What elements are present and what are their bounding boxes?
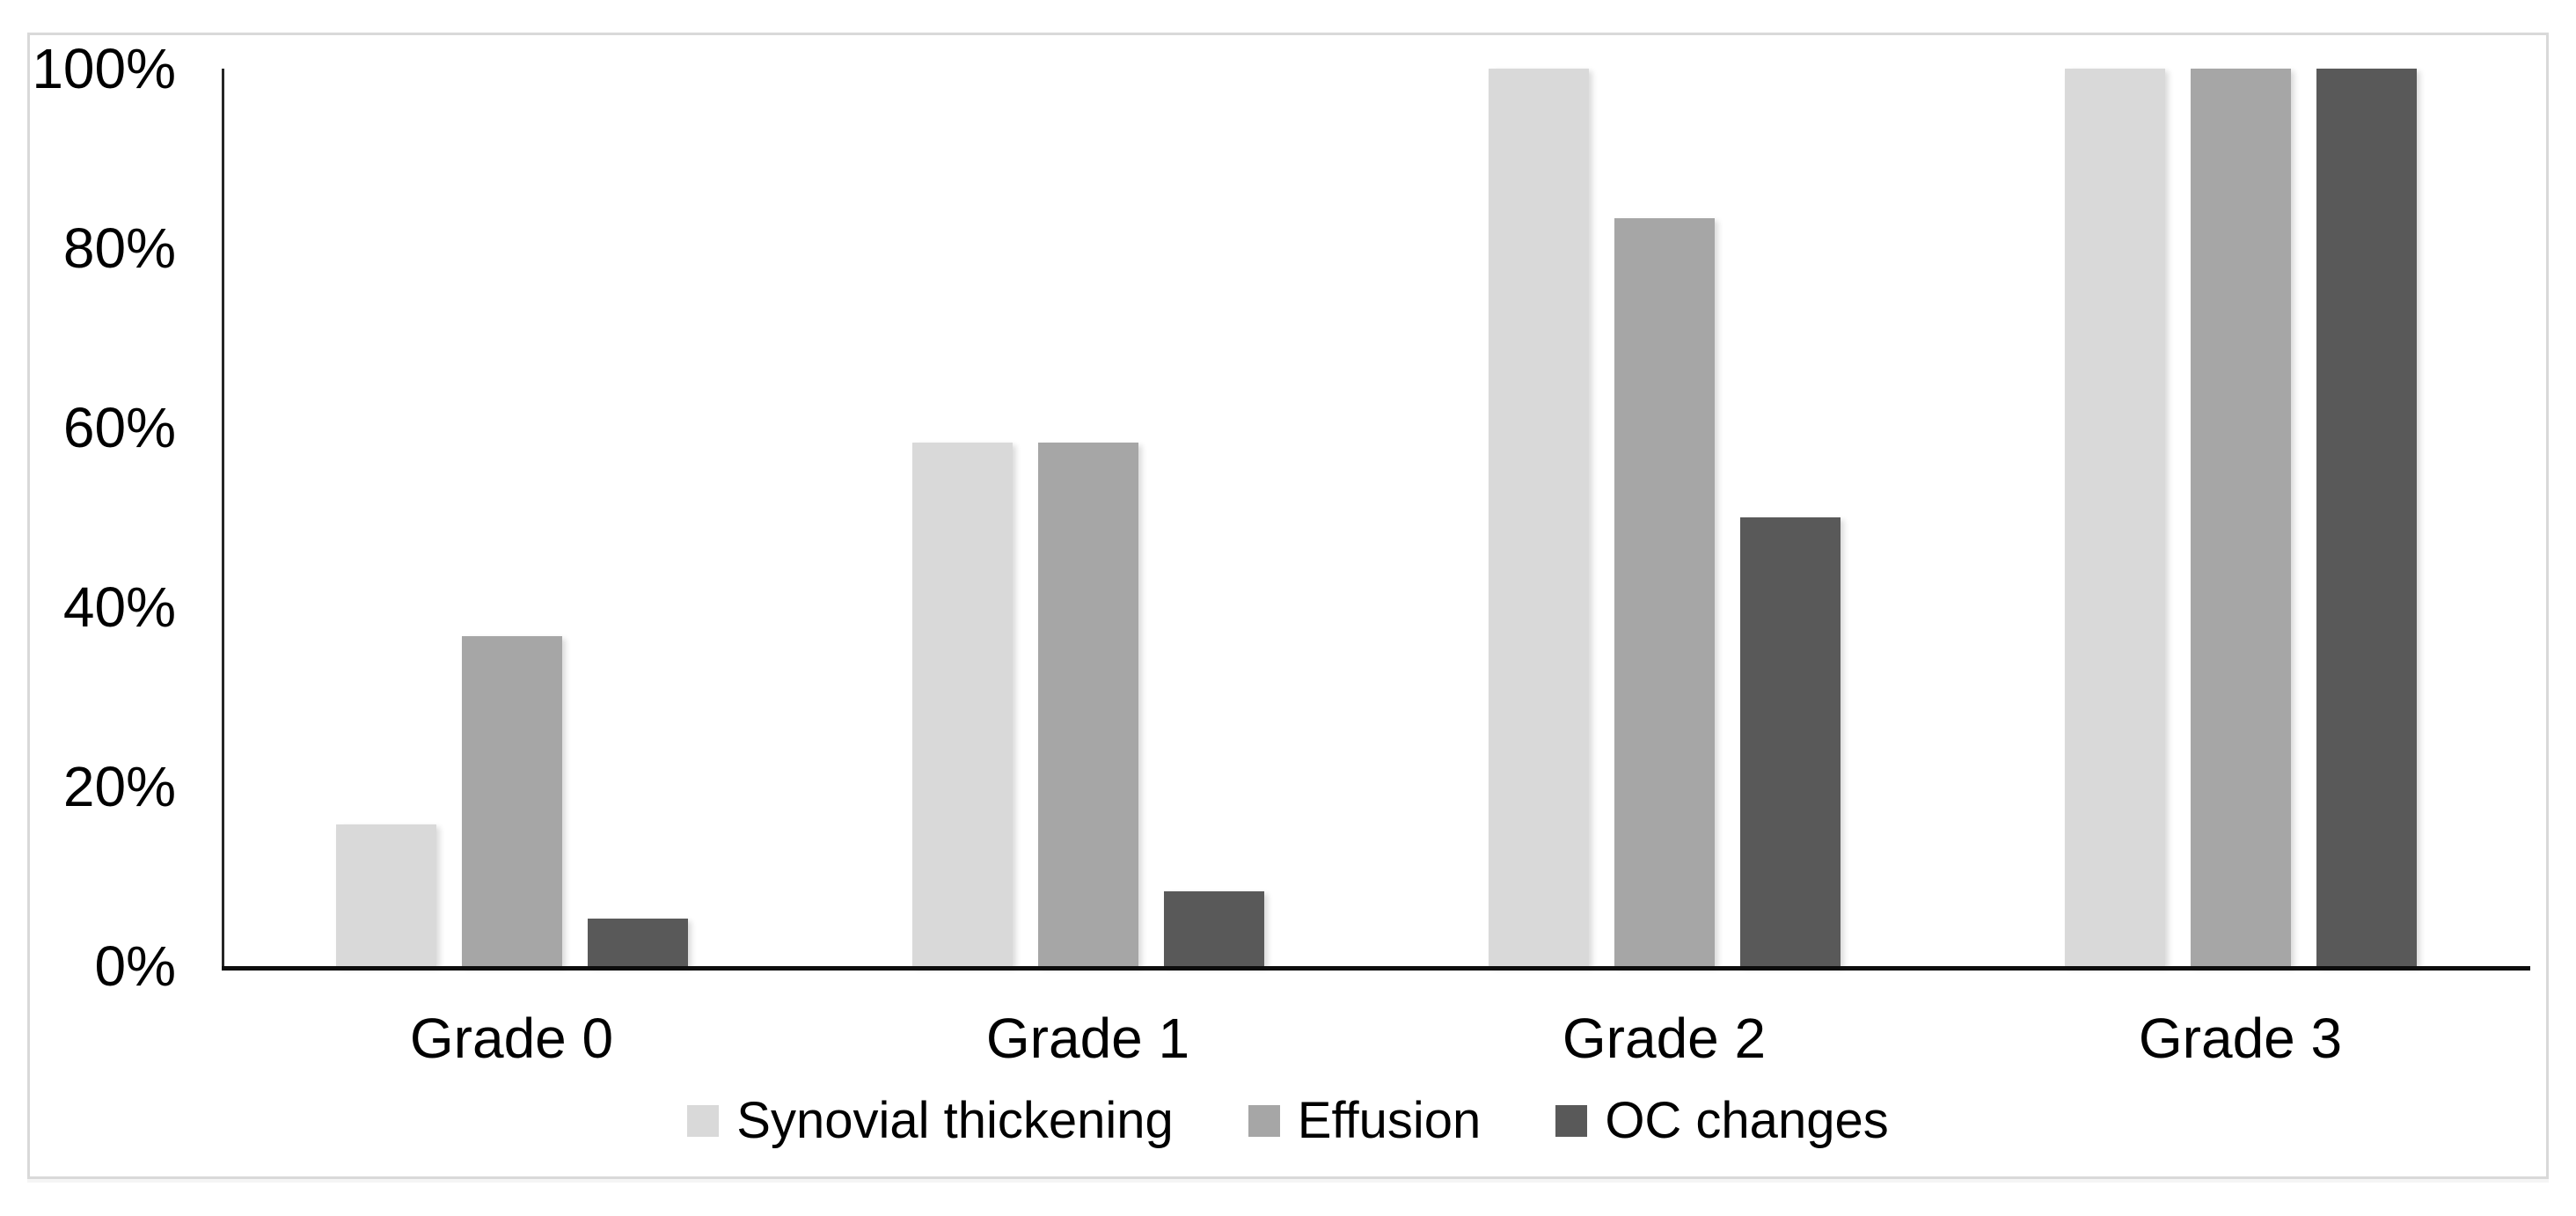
- chart-frame: 0% 20% 40% 60% 80% 100% Grade 0 Grade 1 Grade 2…: [27, 33, 2549, 1179]
- legend-swatch-synovial-thickening: [687, 1105, 720, 1137]
- y-tick-label-20: 20%: [62, 755, 176, 818]
- legend-swatch-oc-changes: [1555, 1105, 1588, 1137]
- y-tick-label-100: 100%: [32, 37, 176, 100]
- bar-group-grade-3: [1952, 69, 2528, 966]
- x-axis-line: [222, 966, 2530, 971]
- bar-effusion-grade-2: [1614, 218, 1715, 966]
- x-category-label-grade-0: Grade 0: [409, 1007, 614, 1070]
- y-tick-label-40: 40%: [62, 575, 176, 639]
- bar-oc-changes-grade-0: [587, 918, 688, 966]
- bar-oc-changes-grade-3: [2316, 69, 2417, 966]
- bar-effusion-grade-0: [461, 635, 562, 966]
- legend-item-effusion: Effusion: [1248, 1092, 1482, 1150]
- legend-swatch-effusion: [1248, 1105, 1280, 1137]
- bar-group-grade-2: [1376, 69, 1952, 966]
- plot-area: [223, 69, 2528, 966]
- legend-item-oc-changes: OC changes: [1555, 1092, 1889, 1150]
- legend: Synovial thickening Effusion OC changes: [30, 1088, 2546, 1154]
- bar-effusion-grade-3: [2190, 69, 2291, 966]
- x-category-label-grade-2: Grade 2: [1562, 1007, 1767, 1070]
- y-tick-label-0: 0%: [94, 934, 177, 998]
- x-category-label-grade-1: Grade 1: [985, 1007, 1190, 1070]
- bar-synovial-thickening-grade-3: [2064, 69, 2165, 966]
- y-tick-label-80: 80%: [62, 216, 176, 280]
- bar-synovial-thickening-grade-1: [911, 443, 1013, 966]
- bar-effusion-grade-1: [1037, 443, 1138, 966]
- legend-label-effusion: Effusion: [1297, 1092, 1482, 1149]
- bar-synovial-thickening-grade-0: [335, 824, 436, 966]
- bar-synovial-thickening-grade-2: [1488, 69, 1589, 966]
- y-axis-line: [222, 69, 224, 968]
- legend-item-synovial-thickening: Synovial thickening: [687, 1092, 1174, 1150]
- bar-oc-changes-grade-2: [1739, 517, 1841, 966]
- bar-group-grade-1: [800, 69, 1376, 966]
- x-category-label-grade-3: Grade 3: [2138, 1007, 2343, 1070]
- bar-oc-changes-grade-1: [1163, 891, 1264, 966]
- legend-label-oc-changes: OC changes: [1605, 1092, 1889, 1149]
- bar-group-grade-0: [223, 69, 800, 966]
- y-tick-label-60: 60%: [62, 396, 176, 459]
- legend-label-synovial-thickening: Synovial thickening: [736, 1092, 1174, 1149]
